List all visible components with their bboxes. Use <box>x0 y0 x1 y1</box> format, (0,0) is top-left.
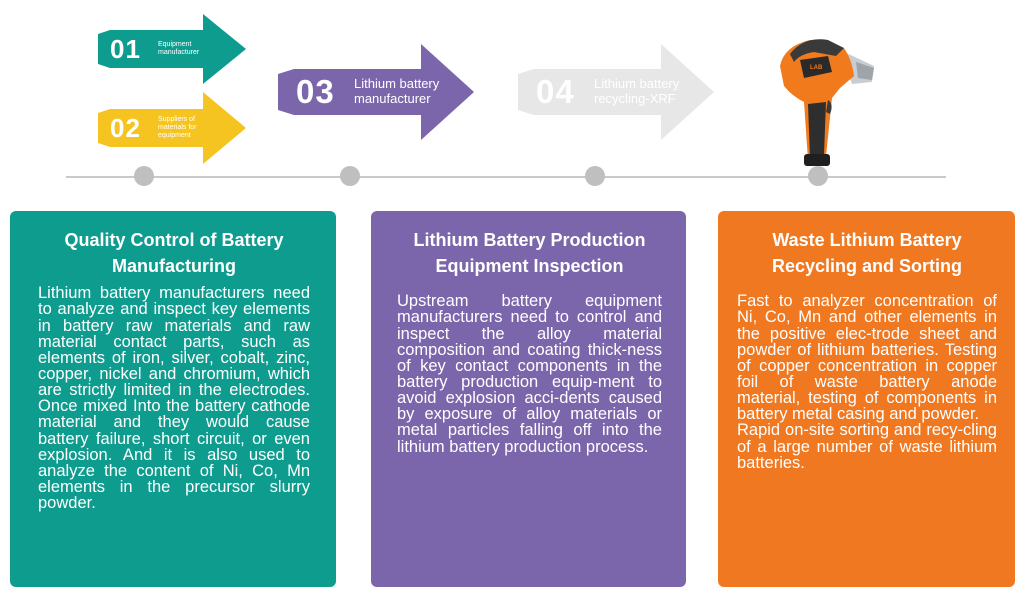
step-02-arrow: 02 Suppliers of materials for equipment <box>98 92 246 164</box>
step-number: 02 <box>110 112 141 143</box>
device-brand: LAB <box>810 65 823 71</box>
step-04-arrow: 04 Lithium battery recycling-XRF <box>518 44 714 140</box>
card-body: Fast to analyzer concentration of Ni, Co… <box>737 292 997 424</box>
step-number: 03 <box>296 73 335 110</box>
card-quality-control: Quality Control of Battery Manufacturing… <box>10 211 336 587</box>
step-label: Lithium battery manufacturer <box>354 76 440 106</box>
timeline-dot <box>585 166 605 186</box>
step-label: Lithium battery recycling-XRF <box>594 76 680 106</box>
timeline-dot <box>134 166 154 186</box>
card-recycling-sorting: Waste Lithium Battery Recycling and Sort… <box>718 211 1015 587</box>
step-01-arrow: 01 Equipment manufacturer <box>98 14 246 84</box>
card-title: Quality Control of Battery Manufacturing <box>64 230 284 277</box>
card-title: Lithium Battery Production Equipment Ins… <box>413 230 646 277</box>
card-equipment-inspection: Lithium Battery Production Equipment Ins… <box>371 211 686 587</box>
xrf-analyzer-icon: LAB <box>780 39 874 166</box>
timeline-dot <box>808 166 828 186</box>
card-title: Waste Lithium Battery Recycling and Sort… <box>771 230 963 277</box>
step-03-arrow: 03 Lithium battery manufacturer <box>278 44 474 140</box>
timeline-dot <box>340 166 360 186</box>
step-number: 04 <box>536 73 575 110</box>
card-body: Lithium battery manufacturers need to an… <box>38 284 310 513</box>
timeline-line <box>66 176 946 178</box>
card-body: Upstream battery equipment manufacturers… <box>397 292 662 456</box>
step-label: Suppliers of materials for equipment <box>158 115 197 140</box>
card-body-secondary: Rapid on-site sorting and recy-cling of … <box>737 421 997 472</box>
step-number: 01 <box>110 33 141 64</box>
step-label: Equipment manufacturer <box>158 40 200 56</box>
